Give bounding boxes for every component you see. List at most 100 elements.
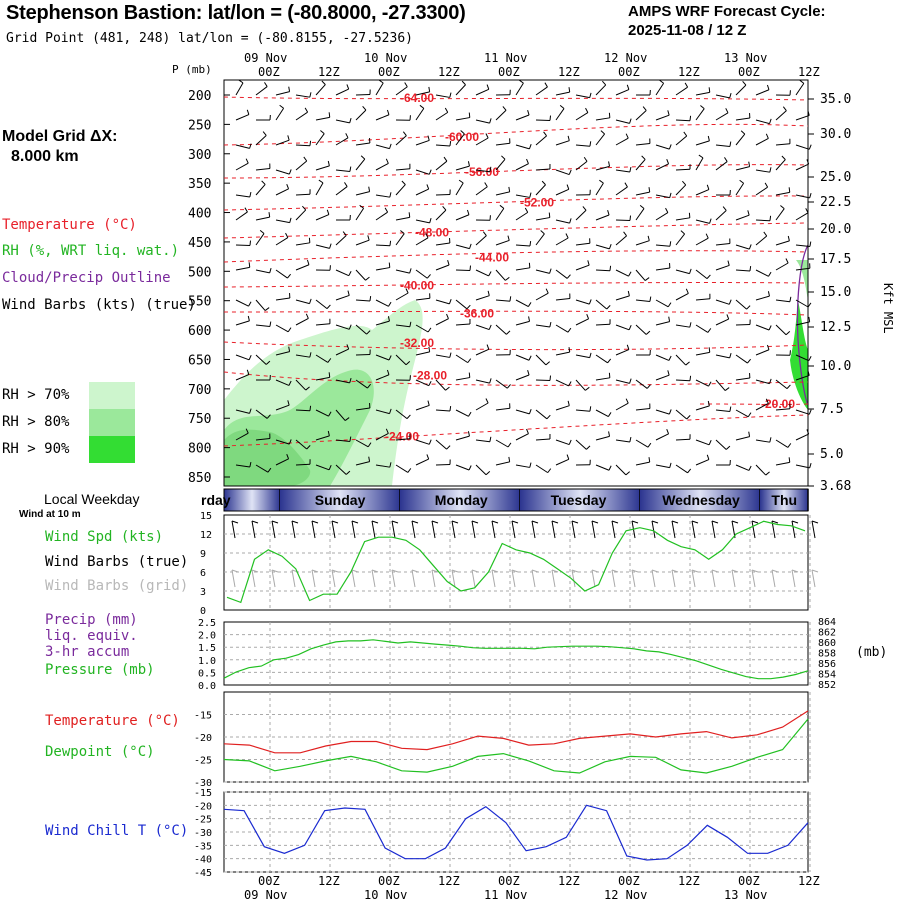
wind-barb (355, 407, 370, 411)
wind-barb-flag (349, 117, 352, 124)
wind-barb (475, 88, 489, 96)
wind-barb (235, 82, 244, 96)
wind-barb (535, 324, 550, 328)
wind-barb-flag (305, 386, 310, 391)
wind-barb-flag (609, 265, 612, 271)
wind-barb (635, 110, 647, 121)
wind-barb-flag (722, 206, 727, 211)
wind-barb (635, 379, 648, 389)
wind-barb-flag (588, 299, 592, 305)
wind-barb-true-flag (271, 520, 279, 524)
top-date-label: 10 Nov (364, 51, 407, 65)
wind-barb-flag (287, 273, 292, 279)
wind-barb (655, 267, 670, 271)
wind-barb-true-flag (711, 520, 719, 524)
wind-barb (795, 321, 810, 326)
weekday-cell (520, 489, 640, 511)
wind-barb-flag (447, 260, 450, 266)
wind-barb-grid-flag (311, 569, 319, 573)
wind-barb-flag (668, 355, 672, 361)
grid-point-info: Grid Point (481, 248) lat/lon = (-80.815… (6, 31, 413, 46)
wind-barb (795, 244, 810, 247)
wind-barb (735, 214, 750, 221)
wind-barb-flag (519, 79, 524, 84)
top-hour-label: 12Z (558, 65, 580, 79)
wind-barb (495, 191, 510, 196)
pressure-tick-label-right: 856 (818, 659, 836, 670)
wind-barb-grid-flag (771, 569, 779, 573)
wind-barb (515, 320, 530, 326)
wind-barb-flag (668, 409, 672, 415)
wind-barb (295, 299, 310, 305)
wind-barb (355, 379, 368, 389)
temperature-contour-label: -36.00 (460, 306, 494, 320)
wind-barb (515, 374, 530, 381)
wind-barb (615, 379, 630, 384)
wind-barb-flag (600, 130, 605, 135)
wind-barb-flag (628, 271, 632, 277)
wind-barb (675, 438, 691, 441)
wind-barb (675, 409, 688, 420)
wind-barb (555, 458, 569, 466)
kft-tick-label: 20.0 (820, 222, 851, 237)
wind-barb (675, 86, 688, 96)
wind-barb (795, 409, 810, 415)
wind-barb (555, 91, 570, 96)
top-hour-label: 00Z (498, 65, 520, 79)
wind-barb-flag (527, 370, 530, 376)
wind-barb-flag (689, 322, 692, 328)
wind-barb (335, 137, 349, 146)
wind-barb-grid-flag (631, 569, 639, 573)
wind-barb-true (491, 520, 496, 539)
wind-barb-flag (788, 187, 791, 193)
wind-barb-flag (707, 400, 710, 407)
wind-barb (575, 354, 590, 359)
wind-barb (395, 464, 409, 473)
wind-barb-flag (246, 369, 250, 375)
wind-barb-true (691, 520, 696, 539)
pressure-tick-label: 850 (188, 471, 211, 486)
wind-barb-flag (488, 271, 492, 277)
weekday-label: Wednesday (662, 492, 740, 508)
wind-barb (495, 208, 505, 221)
wind-barb-flag (626, 344, 630, 350)
wind-barb-flag (349, 377, 352, 384)
wind-barb-flag (809, 462, 812, 469)
wind-barb-flag (429, 217, 432, 224)
wind-barb (795, 354, 809, 362)
wind-barb-flag (404, 82, 408, 88)
wind-barb-flag (499, 204, 505, 209)
wind-barb (295, 242, 310, 246)
wind-barb (655, 244, 670, 247)
temperature-contour (223, 164, 809, 179)
wind-barb (375, 82, 384, 96)
wind-barb (395, 184, 406, 196)
wind-barb (435, 160, 448, 171)
wind-barb-flag (249, 143, 252, 149)
wind-barb-flag (529, 192, 532, 198)
wind-barb (635, 208, 645, 221)
wind-barb-flag (385, 428, 389, 434)
bottom-hour-label: 12Z (798, 874, 820, 888)
wind-barb-grid-flag (231, 569, 239, 573)
pressure-axis-title: P (mb) (172, 63, 212, 76)
bottom-hour-label: 12Z (558, 874, 580, 888)
wind-barb-flag (388, 301, 392, 307)
wind-barb-flag (526, 428, 529, 434)
wind-barb (235, 354, 250, 361)
wind-barb (755, 89, 770, 96)
wind-barb-flag (608, 161, 611, 167)
wind-barb-flag (428, 346, 431, 352)
wind-barb-true (811, 520, 816, 539)
wind-barb-flag (402, 131, 407, 136)
wind-barb (515, 433, 529, 441)
wind-barb (695, 108, 705, 121)
wind-barb-grid-flag (251, 569, 259, 573)
wind-barb (495, 142, 510, 146)
wind-barb (675, 233, 686, 246)
wind-barb-flag (329, 243, 332, 249)
rh80-label: RH > 80% (2, 414, 70, 430)
top-date-label: 09 Nov (244, 51, 287, 65)
wind-barb (455, 214, 470, 221)
